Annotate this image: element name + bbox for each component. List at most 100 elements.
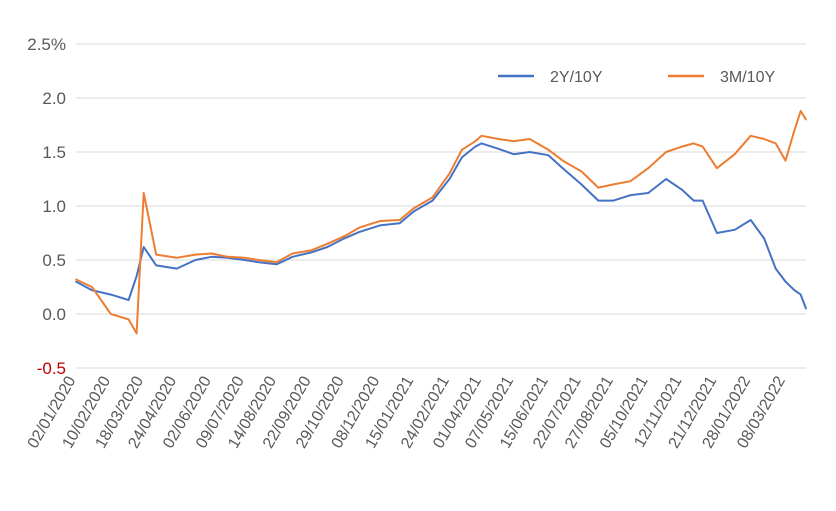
data-point xyxy=(398,219,401,221)
data-point xyxy=(461,156,463,159)
data-point xyxy=(547,149,550,151)
data-point xyxy=(681,189,683,191)
data-point xyxy=(580,183,583,186)
data-point xyxy=(175,257,178,259)
data-point xyxy=(431,196,434,199)
legend-label: 3M/10Y xyxy=(720,69,775,86)
data-point xyxy=(512,153,515,155)
data-point xyxy=(692,199,695,202)
data-point xyxy=(135,275,138,278)
data-point xyxy=(612,183,615,186)
data-point xyxy=(127,318,130,321)
data-point xyxy=(194,259,197,261)
data-point xyxy=(716,167,718,169)
data-point xyxy=(733,228,736,231)
y-tick-label: 0.0 xyxy=(42,305,66,324)
data-point xyxy=(647,167,650,169)
data-point xyxy=(749,135,752,137)
data-point xyxy=(210,255,213,258)
data-point xyxy=(310,251,313,254)
data-point xyxy=(497,138,500,140)
data-point xyxy=(75,280,77,283)
data-point xyxy=(774,142,777,145)
data-point xyxy=(597,186,600,189)
data-point xyxy=(243,259,246,261)
data-point xyxy=(681,145,683,148)
data-point xyxy=(379,224,381,227)
data-point xyxy=(512,140,515,142)
data-point xyxy=(142,246,145,248)
data-point xyxy=(398,222,401,225)
data-point xyxy=(784,280,787,283)
y-tick-label: 2.5% xyxy=(27,35,66,54)
series-line xyxy=(75,110,807,335)
data-point xyxy=(379,220,381,222)
data-point xyxy=(448,178,451,180)
data-point xyxy=(528,138,531,140)
data-point xyxy=(275,261,278,263)
data-point xyxy=(257,261,260,263)
data-point xyxy=(497,147,500,150)
data-point xyxy=(647,192,650,194)
data-point xyxy=(358,226,361,229)
y-tick-label: 0.5 xyxy=(42,251,66,270)
data-point xyxy=(358,231,361,233)
legend: 2Y/10Y 3M/10Y xyxy=(498,69,775,86)
y-axis-ticks: 2.5% 2.0 1.5 1.0 0.5 0.0 -0.5 xyxy=(27,35,66,378)
data-point xyxy=(784,159,787,162)
data-point xyxy=(91,289,93,292)
data-point xyxy=(194,253,197,256)
gridlines xyxy=(76,43,806,369)
data-point xyxy=(243,257,246,259)
data-point xyxy=(805,118,807,121)
data-point xyxy=(561,159,564,162)
data-point xyxy=(474,140,477,142)
series-0 xyxy=(75,142,807,310)
series-1 xyxy=(75,110,807,335)
data-point xyxy=(793,289,796,292)
data-point xyxy=(210,252,213,255)
data-point xyxy=(547,154,550,157)
data-point xyxy=(701,199,704,202)
legend-item: 2Y/10Y xyxy=(498,69,603,86)
data-point xyxy=(716,232,718,234)
data-point xyxy=(326,246,329,248)
data-point xyxy=(291,252,294,255)
data-point xyxy=(733,153,736,155)
data-point xyxy=(580,170,583,173)
data-point xyxy=(701,145,704,148)
series-line xyxy=(75,142,807,309)
data-point xyxy=(480,142,483,145)
data-point xyxy=(343,235,346,238)
data-point xyxy=(692,142,695,145)
data-point xyxy=(135,332,138,335)
data-point xyxy=(480,135,483,137)
data-point xyxy=(665,178,667,180)
legend-item: 3M/10Y xyxy=(668,69,775,86)
data-point xyxy=(665,151,667,153)
data-point xyxy=(474,145,477,148)
data-point xyxy=(597,199,600,202)
data-point xyxy=(461,149,463,151)
data-point xyxy=(326,243,329,245)
data-point xyxy=(226,255,229,258)
data-point xyxy=(799,293,802,296)
data-point xyxy=(343,237,346,240)
data-point xyxy=(91,286,93,288)
series-lines xyxy=(75,110,807,335)
data-point xyxy=(448,172,451,175)
data-point xyxy=(805,307,807,310)
x-axis-ticks: 02/01/202010/02/202018/03/202024/04/2020… xyxy=(25,373,789,451)
data-point xyxy=(75,278,77,281)
data-point xyxy=(257,259,260,261)
data-point xyxy=(528,151,531,153)
data-point xyxy=(629,180,632,182)
data-point xyxy=(799,110,802,112)
data-point xyxy=(431,199,434,202)
data-point xyxy=(612,199,615,202)
data-point xyxy=(291,255,294,258)
data-point xyxy=(793,129,796,132)
data-point xyxy=(155,264,158,267)
data-point xyxy=(763,138,765,140)
